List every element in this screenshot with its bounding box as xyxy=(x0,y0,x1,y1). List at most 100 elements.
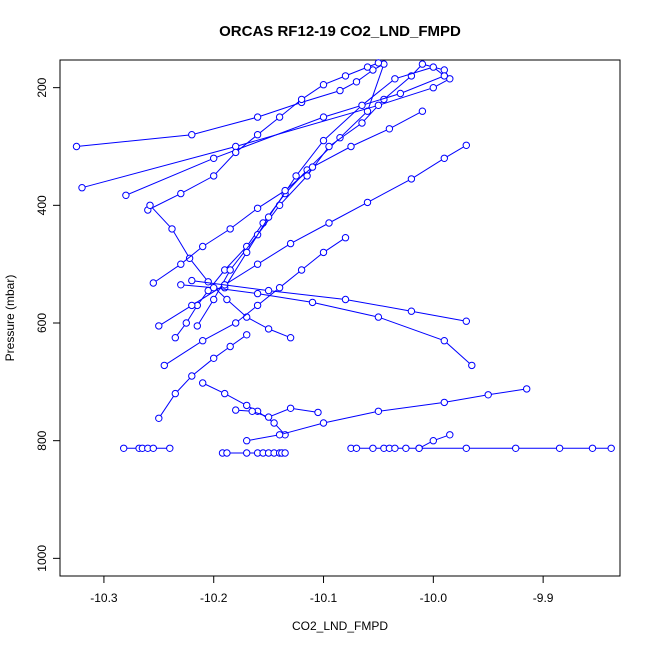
flight-series xyxy=(347,444,615,452)
data-point xyxy=(204,278,212,286)
flight-series xyxy=(155,331,251,422)
data-point xyxy=(210,295,218,304)
data-point xyxy=(440,398,448,407)
data-point xyxy=(188,372,196,380)
data-point xyxy=(171,334,180,342)
data-point xyxy=(429,63,437,71)
data-point xyxy=(166,444,174,452)
flight-series xyxy=(218,449,289,457)
chart-title: ORCAS RF12-19 CO2_LND_FMPD xyxy=(219,23,461,40)
data-point xyxy=(199,337,207,345)
data-point xyxy=(149,279,158,287)
flight-series xyxy=(149,107,427,287)
data-point xyxy=(374,101,383,110)
data-point xyxy=(243,437,251,445)
data-point xyxy=(243,313,251,321)
data-point xyxy=(248,407,256,415)
data-point xyxy=(440,337,448,345)
data-point xyxy=(199,242,207,251)
data-point xyxy=(440,72,448,80)
data-point xyxy=(297,266,306,274)
plot-area-frame xyxy=(59,59,621,577)
data-point xyxy=(308,298,317,307)
data-point xyxy=(264,213,273,221)
data-point xyxy=(385,125,394,133)
data-point xyxy=(286,404,295,412)
data-point xyxy=(223,449,231,457)
series-line xyxy=(191,280,467,322)
data-point xyxy=(319,419,328,427)
data-point xyxy=(407,175,416,183)
data-point xyxy=(168,225,176,233)
data-point xyxy=(177,260,185,268)
data-point xyxy=(232,148,240,157)
y-axis: 200 400 600 800 1000 xyxy=(35,77,60,572)
data-point xyxy=(319,113,328,121)
flight-series xyxy=(122,63,448,292)
data-point xyxy=(193,322,202,330)
data-point xyxy=(325,142,333,151)
data-point xyxy=(402,444,410,452)
data-point xyxy=(303,172,311,180)
y-axis-label: Pressure (mbar) xyxy=(3,275,17,362)
data-point xyxy=(226,266,234,274)
data-point xyxy=(78,184,86,192)
data-point xyxy=(253,301,262,310)
series-line xyxy=(76,63,385,338)
data-point xyxy=(253,260,262,268)
data-point xyxy=(177,281,185,289)
data-point xyxy=(363,198,372,207)
data-point xyxy=(281,449,289,457)
flight-series xyxy=(177,281,476,370)
data-point xyxy=(264,286,273,295)
flight-series xyxy=(232,404,322,421)
data-point xyxy=(264,325,273,333)
flight-series xyxy=(120,444,174,452)
data-point xyxy=(440,154,448,163)
data-point xyxy=(270,419,278,427)
data-point xyxy=(462,444,470,452)
data-point xyxy=(374,407,383,415)
data-point xyxy=(325,219,333,227)
data-point xyxy=(281,186,289,195)
data-point xyxy=(243,331,251,339)
data-point xyxy=(396,89,405,98)
data-point xyxy=(446,75,454,83)
data-point xyxy=(286,239,295,248)
data-point xyxy=(347,142,355,151)
data-point xyxy=(253,289,262,298)
data-point xyxy=(391,75,399,83)
series-line xyxy=(149,204,291,339)
data-point xyxy=(210,172,218,180)
data-point xyxy=(341,295,350,304)
data-point xyxy=(374,313,383,321)
series-line xyxy=(246,388,527,442)
data-point xyxy=(555,444,564,452)
data-point xyxy=(120,444,128,452)
data-point xyxy=(155,414,163,422)
data-point xyxy=(308,163,317,171)
data-point xyxy=(253,131,262,139)
flight-series xyxy=(160,234,350,370)
data-point xyxy=(418,60,427,68)
data-point xyxy=(352,78,361,86)
y-tick-label: 200 xyxy=(35,77,49,97)
data-point xyxy=(264,413,273,421)
data-point xyxy=(210,354,218,362)
series-layer xyxy=(72,59,615,457)
y-tick-label: 800 xyxy=(35,430,49,450)
data-point xyxy=(429,84,437,92)
data-point xyxy=(286,334,295,342)
data-point xyxy=(155,322,163,330)
flight-series xyxy=(243,385,531,445)
data-point xyxy=(292,172,300,180)
data-point xyxy=(275,284,284,292)
y-tick-label: 400 xyxy=(35,195,49,215)
data-point xyxy=(391,444,399,452)
data-point xyxy=(297,95,306,104)
data-point xyxy=(484,391,492,399)
series-line xyxy=(125,66,446,288)
data-point xyxy=(232,406,240,414)
series-line xyxy=(202,382,286,436)
